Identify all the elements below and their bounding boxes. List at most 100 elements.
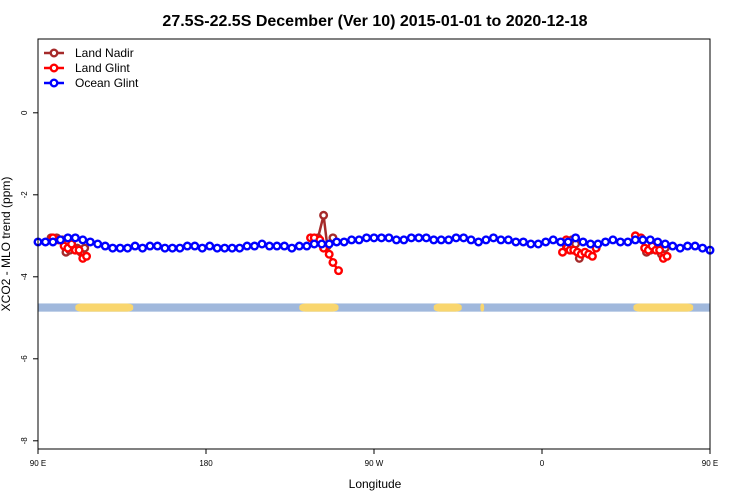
ocean-glint-point (123, 243, 133, 253)
ocean-glint-point (145, 241, 155, 251)
ocean-glint-point (257, 239, 267, 249)
x-tick-label: 180 (199, 459, 213, 468)
ocean-band (38, 303, 710, 312)
ocean-glint-point (623, 237, 633, 247)
land-glint-point (324, 249, 334, 259)
ocean-glint-point (302, 241, 312, 251)
ocean-glint-point (429, 235, 439, 245)
land-band (433, 303, 462, 312)
legend-marker-land-glint (49, 63, 59, 73)
ocean-glint-point (481, 235, 491, 245)
ocean-glint-point (615, 237, 625, 247)
x-tick-label: 90 W (365, 459, 384, 468)
y-tick-label: -8 (20, 437, 29, 445)
ocean-glint-point (294, 241, 304, 251)
y-tick-label: 0 (20, 110, 29, 115)
ocean-glint-point (690, 241, 700, 251)
ocean-glint-point (675, 243, 685, 253)
ocean-glint-point (78, 235, 88, 245)
ocean-glint-point (451, 233, 461, 243)
ocean-glint-point (653, 237, 663, 247)
land-glint-point (558, 247, 568, 257)
ocean-glint-point (391, 235, 401, 245)
ocean-glint-point (227, 243, 237, 253)
land-band (75, 303, 134, 312)
legend-label-ocean-glint: Ocean Glint (75, 76, 139, 90)
ocean-glint-point (444, 235, 454, 245)
ocean-glint-point (63, 233, 73, 243)
land-glint-point (67, 239, 77, 249)
land-glint-point (334, 266, 344, 276)
y-tick-label: -4 (20, 273, 29, 281)
ocean-glint-point (212, 243, 222, 253)
ocean-glint-point (205, 241, 215, 251)
ocean-glint-point (317, 239, 327, 249)
y-tick-label: -6 (20, 355, 29, 363)
ocean-glint-point (571, 233, 581, 243)
ocean-glint-point (115, 243, 125, 253)
ocean-glint-point (250, 241, 260, 251)
ocean-glint-point (175, 243, 185, 253)
ocean-glint-point (242, 241, 252, 251)
land-glint-point (655, 245, 665, 255)
ocean-glint-point (272, 241, 282, 251)
land-glint-point (328, 257, 338, 267)
ocean-glint-point (399, 235, 409, 245)
ocean-glint-point (264, 241, 274, 251)
ocean-glint-point (108, 243, 118, 253)
ocean-glint-point (220, 243, 230, 253)
ocean-glint-point (70, 233, 80, 243)
ocean-glint-point (466, 235, 476, 245)
ocean-glint-point (167, 243, 177, 253)
x-tick-label: 90 E (30, 459, 46, 468)
land-glint-point (662, 251, 672, 261)
ocean-glint-point (600, 237, 610, 247)
y-axis: 0 -2 -4 -6 -8 (20, 110, 38, 444)
ocean-glint-point (474, 237, 484, 247)
x-axis: 90 E 180 90 W 0 90 E (30, 449, 718, 468)
ocean-glint-point (683, 241, 693, 251)
ocean-glint-point (190, 241, 200, 251)
ocean-glint-point (152, 241, 162, 251)
ocean-glint-point (324, 239, 334, 249)
series-ocean-glint (33, 233, 715, 255)
ocean-glint-point (496, 235, 506, 245)
ocean-glint-point (488, 233, 498, 243)
ocean-glint-point (586, 239, 596, 249)
ocean-glint-point (668, 241, 678, 251)
ocean-glint-point (354, 235, 364, 245)
ocean-glint-point (421, 233, 431, 243)
ocean-glint-point (533, 239, 543, 249)
ocean-glint-point (55, 235, 65, 245)
land-glint-point (82, 251, 92, 261)
land-band (633, 303, 694, 312)
land-nadir-point (319, 210, 329, 220)
ocean-glint-point (556, 237, 566, 247)
ocean-glint-point (503, 235, 513, 245)
series-layer (33, 210, 715, 276)
ocean-glint-point (698, 243, 708, 253)
ocean-glint-point (130, 241, 140, 251)
legend-label-land-nadir: Land Nadir (75, 46, 134, 60)
ocean-glint-point (608, 235, 618, 245)
ocean-glint-point (414, 233, 424, 243)
ocean-glint-point (369, 233, 379, 243)
ocean-glint-point (138, 243, 148, 253)
y-tick-label: -2 (20, 191, 29, 199)
ocean-glint-point (630, 235, 640, 245)
ocean-glint-point (660, 239, 670, 249)
ocean-glint-point (235, 243, 245, 253)
ocean-glint-point (100, 241, 110, 251)
legend-marker-land-nadir (49, 48, 59, 58)
ocean-glint-point (645, 235, 655, 245)
x-axis-label: Longitude (349, 477, 402, 491)
land-glint-point (587, 251, 597, 261)
ocean-glint-point (347, 235, 357, 245)
ocean-glint-point (563, 237, 573, 247)
land-band (480, 303, 485, 312)
ocean-glint-point (376, 233, 386, 243)
legend-label-land-glint: Land Glint (75, 61, 130, 75)
ocean-glint-point (48, 237, 58, 247)
